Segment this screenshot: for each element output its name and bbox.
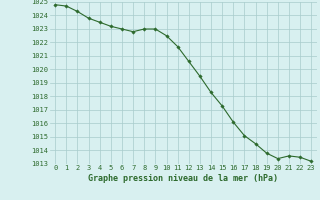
X-axis label: Graphe pression niveau de la mer (hPa): Graphe pression niveau de la mer (hPa) bbox=[88, 174, 278, 183]
